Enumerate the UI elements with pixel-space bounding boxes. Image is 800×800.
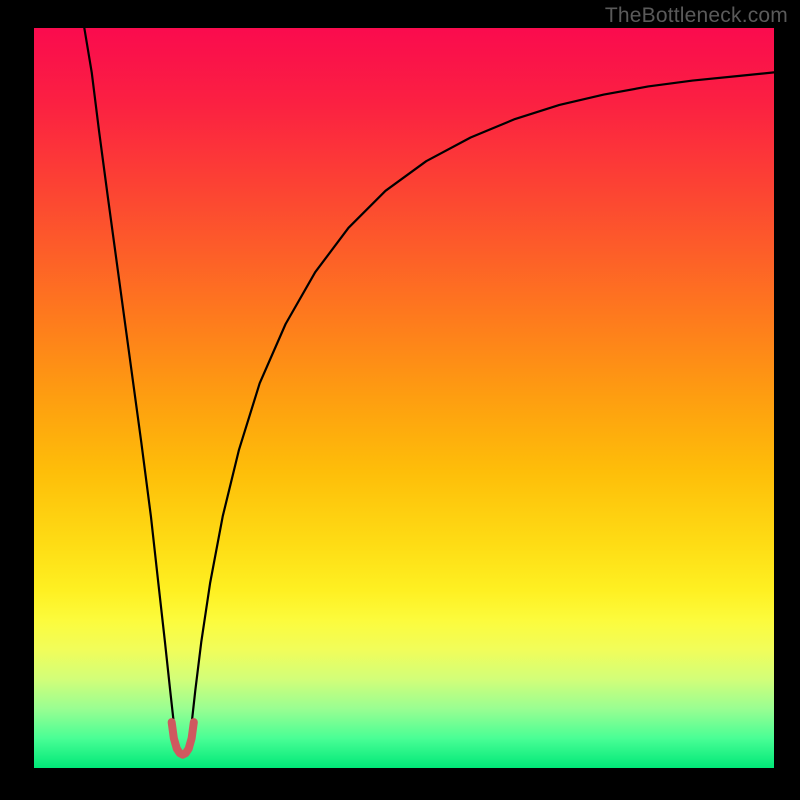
chart-svg [34,28,774,768]
chart-background [34,28,774,768]
watermark-text: TheBottleneck.com [605,4,788,28]
chart-frame [34,28,774,768]
chart-plot-area [34,28,774,768]
